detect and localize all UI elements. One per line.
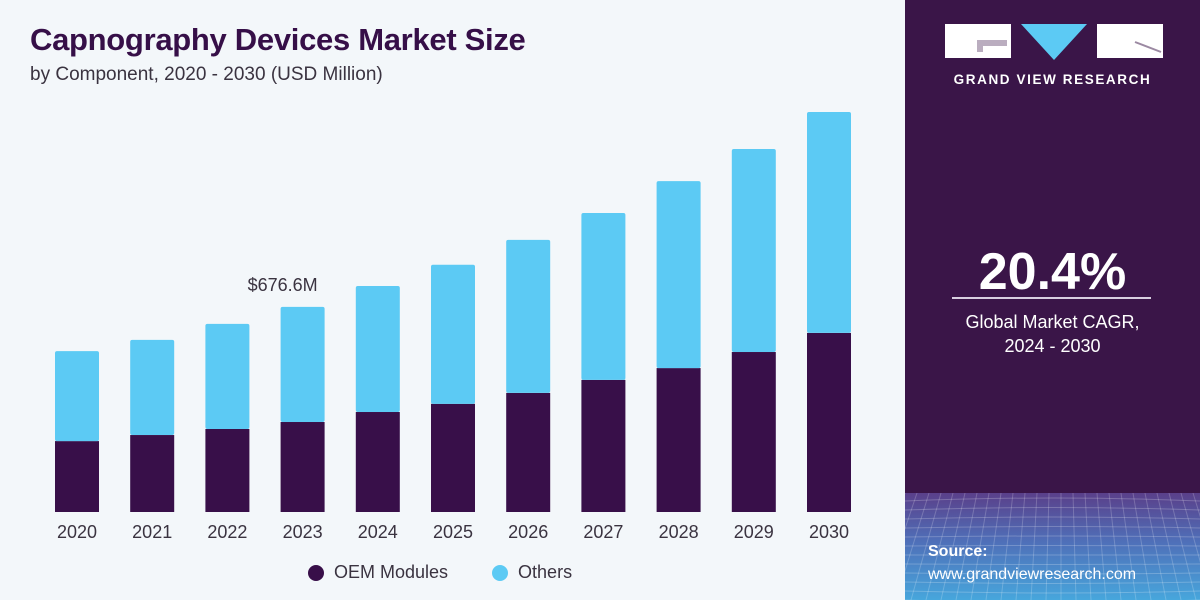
x-tick-label-2029: 2029 [734, 522, 774, 542]
info-panel: GRAND VIEW RESEARCH 20.4% Global Market … [905, 0, 1200, 600]
legend-swatch-others [492, 564, 509, 581]
legend-label-oem: OEM Modules [334, 562, 449, 582]
cagr-label: Global Market CAGR, 2024 - 2030 [905, 310, 1200, 358]
grand-view-research-logo [945, 24, 1163, 60]
x-tick-label-2020: 2020 [57, 522, 97, 542]
chart-area: Capnography Devices Market Size by Compo… [30, 22, 851, 583]
x-tick-label-2023: 2023 [283, 522, 323, 542]
bar-others-2022 [205, 323, 250, 429]
bar-others-2030 [807, 112, 851, 333]
bar-oem-2026 [506, 392, 551, 512]
legend-swatch-oem [308, 564, 324, 581]
bar-others-2020 [55, 351, 99, 442]
bar-oem-2024 [355, 412, 400, 512]
x-tick-label-2022: 2022 [207, 522, 247, 542]
legend-label-others: Others [518, 562, 573, 582]
bar-oem-2027 [581, 379, 626, 512]
bar-others-2026 [506, 239, 551, 393]
x-tick-label-2028: 2028 [659, 522, 699, 542]
bar-oem-2021 [130, 435, 175, 512]
cagr-label-line1: Global Market CAGR, [965, 312, 1140, 332]
chart-title: Capnography Devices Market Size [30, 22, 526, 57]
data-label-2023: $676.6M [248, 275, 318, 295]
bar-others-2023 [280, 306, 325, 423]
source-label: Source: [928, 543, 988, 560]
source-panel [905, 493, 1200, 600]
x-tick-label-2021: 2021 [132, 522, 172, 542]
chart-subtitle: by Component, 2020 - 2030 (USD Million) [30, 64, 383, 85]
legend: OEM Modules Others [308, 562, 616, 583]
legend-item-others: Others [492, 562, 572, 583]
bar-others-2028 [656, 181, 701, 369]
legend-item-oem: OEM Modules [308, 562, 448, 583]
bar-oem-2029 [731, 352, 776, 512]
bar-oem-2030 [807, 332, 851, 512]
mesh-background [905, 493, 1200, 600]
bar-oem-2020 [55, 441, 99, 512]
brand-name: GRAND VIEW RESEARCH [953, 72, 1152, 87]
x-tick-label-2026: 2026 [508, 522, 548, 542]
bar-chart: 2020 2021 2022 2023 $676.6M 2024 2025 2026 2027 2… [55, 112, 851, 542]
x-tick-label-2027: 2027 [583, 522, 623, 542]
x-tick-label-2030: 2030 [809, 522, 849, 542]
source-url[interactable]: www.grandviewresearch.com [928, 566, 1137, 583]
bar-others-2029 [731, 149, 776, 353]
x-tick-label-2024: 2024 [358, 522, 398, 542]
bar-others-2025 [431, 264, 475, 404]
bar-others-2021 [130, 339, 175, 436]
x-tick-label-2025: 2025 [433, 522, 473, 542]
bar-others-2027 [581, 212, 626, 380]
bar-oem-2025 [431, 403, 475, 512]
cagr-label-line2: 2024 - 2030 [1004, 336, 1101, 356]
bar-oem-2028 [656, 368, 701, 512]
bar-others-2024 [355, 285, 400, 413]
cagr-value: 20.4% [978, 243, 1127, 301]
bar-oem-2023 [280, 422, 325, 512]
cagr-divider [952, 297, 1151, 299]
bar-oem-2022 [205, 428, 250, 512]
